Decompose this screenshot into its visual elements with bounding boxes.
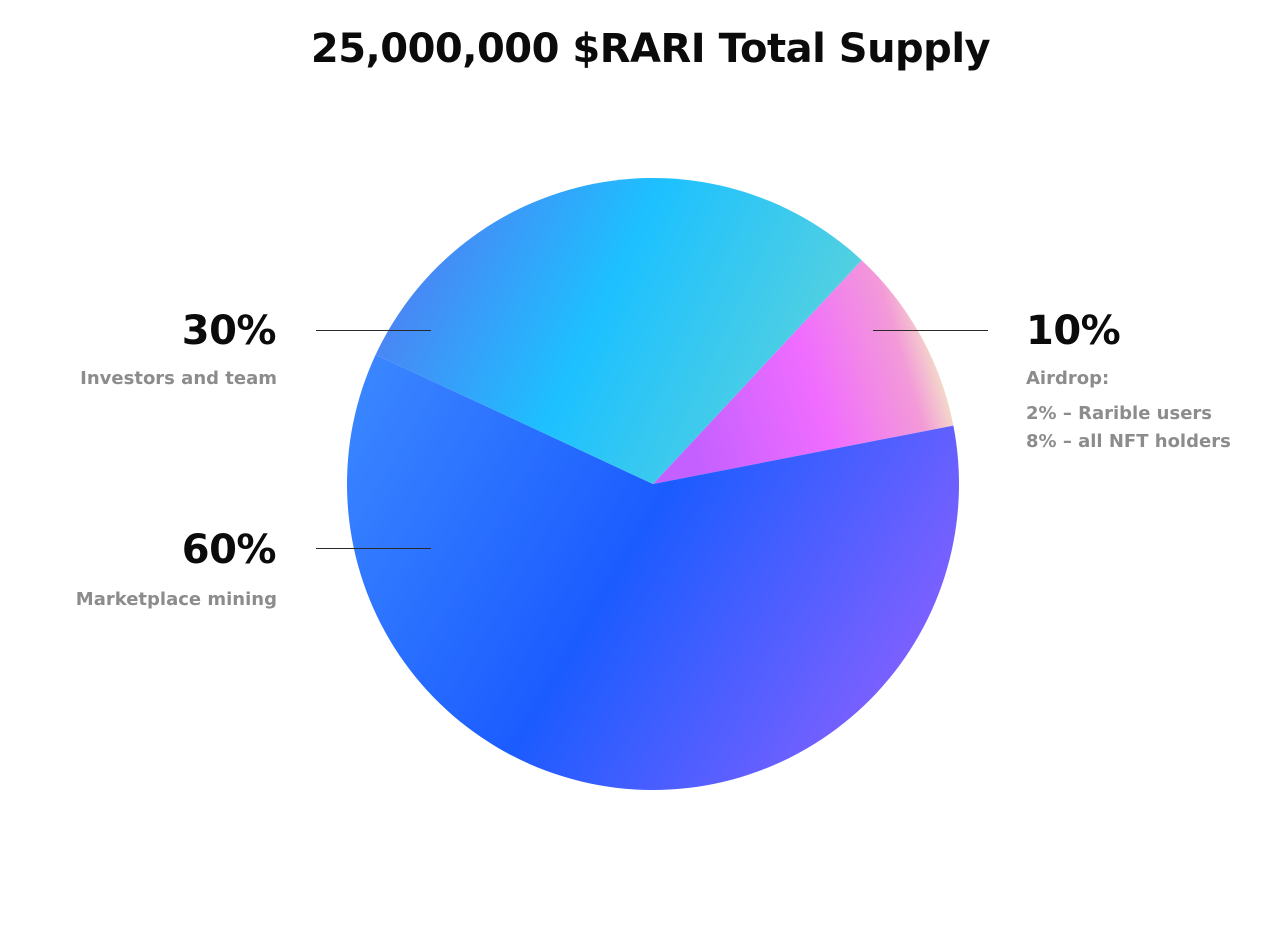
leader-line-airdrop xyxy=(873,330,988,331)
pie-slice-investors xyxy=(375,178,862,485)
airdrop-detail-nft-holders: 8% – all NFT holders xyxy=(1026,431,1231,452)
leader-line-marketplace xyxy=(316,548,431,549)
pie-slice-marketplace xyxy=(347,354,960,790)
slice-label-airdrop: Airdrop: xyxy=(1026,368,1110,389)
chart-title: 25,000,000 $RARI Total Supply xyxy=(310,26,991,72)
slice-label-investors: Investors and team xyxy=(80,368,277,389)
slice-label-marketplace: Marketplace mining xyxy=(75,589,277,610)
airdrop-detail-rarible: 2% – Rarible users xyxy=(1026,403,1213,424)
pct-label-investors: 30% xyxy=(181,308,277,354)
pie-slice-airdrop xyxy=(653,260,954,484)
leader-line-investors xyxy=(316,330,431,331)
pct-label-marketplace: 60% xyxy=(181,527,277,573)
pct-label-airdrop: 10% xyxy=(1026,308,1121,354)
